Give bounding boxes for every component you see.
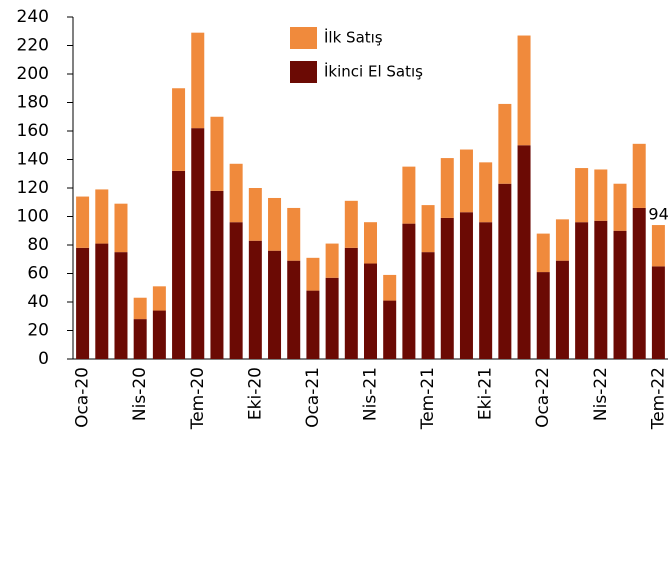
bar-segment [287,260,301,359]
bar-segment [498,103,512,184]
y-tick-label: 120 [17,178,49,198]
legend-label: İlk Satış [324,28,383,47]
bar-segment [594,169,608,221]
bar-segment [555,260,569,359]
bar-segment [402,166,416,224]
bar-segment [421,205,435,253]
legend-swatch [290,27,317,49]
bar-segment [248,188,262,241]
bar-segment [172,170,186,359]
bar-segment [632,207,646,359]
y-tick-label: 200 [17,64,49,84]
y-tick-label: 140 [17,150,49,170]
bar-segment [306,290,320,359]
bar-segment [76,196,90,248]
bar-segment [344,200,358,248]
bar-segment [498,183,512,359]
y-tick-label: 0 [38,349,49,369]
x-tick-label: Nis-20 [130,367,150,421]
bar-segment [594,220,608,359]
bar-segment [133,297,147,320]
bar-segment [575,168,589,223]
bar-segment [536,233,550,273]
y-tick-label: 80 [27,235,49,255]
bar-segment [364,222,377,264]
bar-segment [114,203,128,253]
bar-segment [95,189,109,244]
bar-segment [613,230,627,359]
x-tick-label: Tem-22 [648,367,668,430]
bar-segment [517,35,531,146]
y-tick-label: 60 [27,264,49,284]
bar-segment [306,257,320,291]
bar-segment [555,219,569,261]
bar-segment [383,274,397,301]
bar-segment [191,128,205,359]
bar-segment [152,310,166,359]
bar-segment [344,247,358,359]
bar-segment [613,183,627,231]
legend-label: İkinci El Satış [324,62,423,81]
bar-segment [287,207,301,261]
x-tick-label: Eki-20 [245,367,265,420]
bar-segment [459,149,473,213]
x-tick-label: Tem-20 [188,367,208,430]
x-tick-label: Oca-22 [533,367,553,428]
bar-segment [95,243,109,359]
bar-segment [152,286,166,311]
bar-segment [421,252,435,359]
x-tick-label: Tem-21 [418,367,438,430]
bar-segment [440,217,454,359]
y-tick-label: 220 [17,36,49,56]
y-tick-label: 240 [17,7,49,27]
x-tick-label: Nis-21 [361,367,381,421]
y-tick-label: 180 [17,93,49,113]
bar-segment [210,116,224,191]
y-tick-label: 20 [27,321,49,341]
bar-segment [364,263,377,359]
x-tick-label: Eki-21 [476,367,496,420]
bar-segment [479,162,493,223]
bar-segment [651,225,665,267]
bar-segment [440,158,454,218]
bar-segment [459,212,473,359]
x-tick-label: Nis-22 [591,367,611,421]
bar-segment [76,247,90,359]
bar-segment [210,190,224,359]
bar-segment [229,222,243,359]
bar-segment [268,197,282,251]
x-tick-label: Oca-21 [303,367,323,428]
bar-segment [575,222,589,359]
x-tick-label: Oca-20 [73,367,93,428]
bar-segment [651,266,665,359]
bar-segment [229,163,243,223]
bar-segment [325,243,339,278]
legend-swatch [290,61,317,83]
bar-segment [114,252,128,359]
bar-segment [325,277,339,359]
bar-segment [479,222,493,359]
bar-segment [248,240,262,359]
bar-segment [268,250,282,359]
bar-segment [632,143,646,208]
bar-segment [133,319,147,359]
bar-segment [383,300,397,359]
bar-segment [536,272,550,359]
bar-segment [191,32,205,129]
y-tick-label: 40 [27,292,49,312]
bar-segment [517,145,531,359]
bar-segment [402,223,416,359]
y-tick-label: 160 [17,121,49,141]
y-tick-label: 100 [17,207,49,227]
bar-segment [172,88,186,171]
data-label: 94 [648,205,668,224]
